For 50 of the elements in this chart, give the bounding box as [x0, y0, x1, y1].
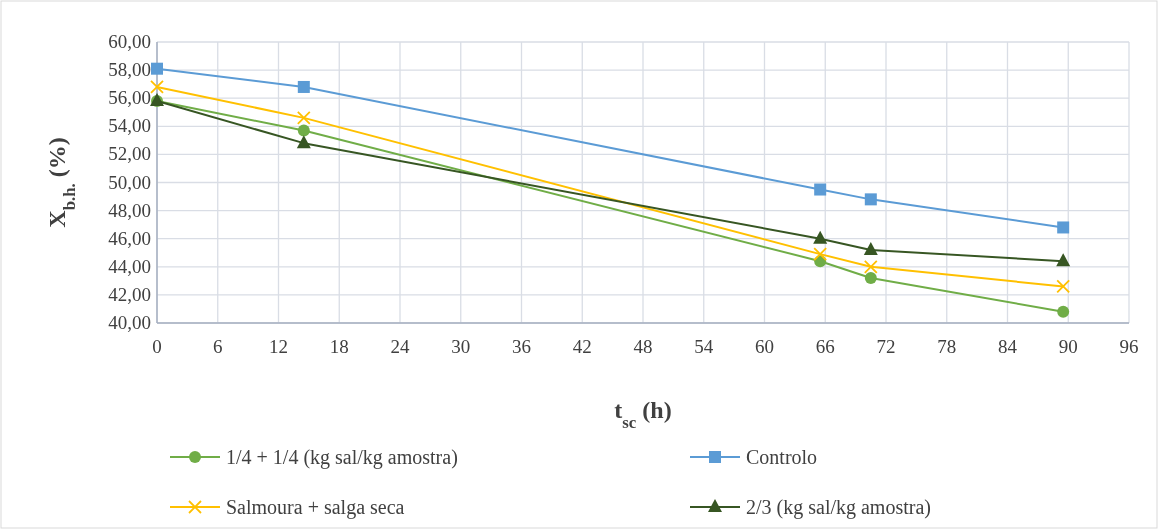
point — [1057, 305, 1070, 318]
x-tick-label: 96 — [1119, 336, 1139, 357]
y-tick-label: 40,00 — [108, 312, 151, 333]
x-tick-label: 78 — [937, 336, 957, 357]
x-tick-label: 18 — [329, 336, 349, 357]
x-tick-label: 36 — [512, 336, 531, 357]
y-tick-label: 46,00 — [108, 227, 151, 249]
point — [814, 183, 827, 196]
point — [296, 110, 311, 125]
x-tick-label: 30 — [451, 336, 471, 357]
y-tick-label: 50,00 — [108, 171, 151, 193]
point — [150, 80, 164, 94]
point — [297, 124, 310, 137]
y-tick-label: 58,00 — [108, 59, 151, 81]
x-tick-label: 12 — [269, 336, 288, 357]
y-tick-label: 42,00 — [108, 283, 151, 305]
y-tick-label: 56,00 — [108, 87, 151, 109]
point — [813, 230, 828, 244]
y-tick-label: 44,00 — [108, 255, 151, 277]
point — [864, 193, 877, 206]
legend-label: Controlo — [746, 446, 818, 468]
x-tick-label: 66 — [815, 336, 835, 357]
x-tick-label: 48 — [633, 336, 653, 357]
legend-label: 1/4 + 1/4 (kg sal/kg amostra) — [226, 446, 458, 469]
x-tick-label: 84 — [998, 336, 1018, 357]
x-tick-label: 60 — [755, 336, 774, 357]
point — [864, 272, 877, 285]
point — [151, 62, 163, 75]
x-tick-label: 6 — [213, 336, 223, 357]
x-tick-label: 72 — [876, 336, 896, 357]
x-tick-label: 0 — [152, 336, 162, 357]
x-tick-label: 90 — [1058, 336, 1078, 357]
point — [1056, 253, 1071, 267]
y-tick-label: 60,00 — [108, 31, 151, 52]
y-tick-label: 52,00 — [108, 143, 151, 165]
point — [297, 80, 310, 93]
point — [1057, 221, 1070, 234]
point — [863, 241, 878, 255]
y-tick-label: 48,00 — [108, 199, 151, 221]
x-axis-title: t$_{sc}$ (h) — [614, 397, 672, 432]
y-tick-label: 54,00 — [108, 115, 151, 137]
x-tick-label: 54 — [694, 336, 714, 357]
point — [863, 259, 878, 274]
legend-label: Salmoura + salga seca — [226, 496, 405, 519]
point — [813, 247, 828, 262]
x-tick-label: 24 — [390, 336, 410, 357]
x-tick-label: 42 — [572, 336, 592, 357]
legend-label: 2/3 (kg sal/kg amostra) — [746, 496, 931, 519]
point — [1056, 279, 1071, 294]
point — [296, 135, 311, 149]
